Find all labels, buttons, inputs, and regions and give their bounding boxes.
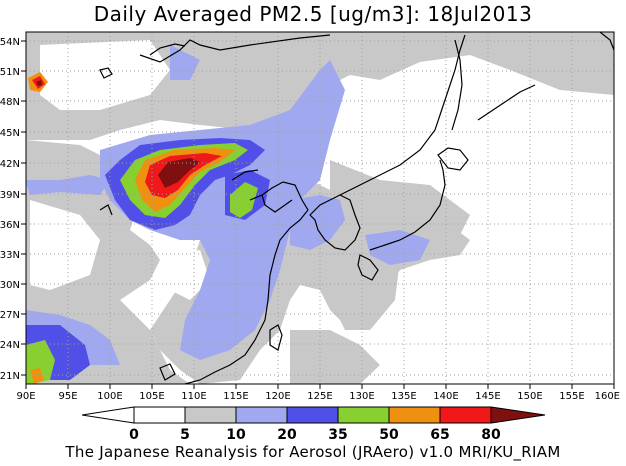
lat-label: 21N xyxy=(0,371,20,382)
colorbar-label: 65 xyxy=(430,427,449,443)
concentration-field xyxy=(26,32,614,384)
darkred-north-spot xyxy=(36,80,42,86)
lon-label: 115E xyxy=(223,391,248,402)
lon-label: 105E xyxy=(139,391,164,402)
colorbar-arrow-right xyxy=(490,406,546,424)
clear-area-sea xyxy=(400,90,614,384)
axis-ticks xyxy=(21,40,615,389)
lon-label: 100E xyxy=(97,391,122,402)
lat-label: 27N xyxy=(0,310,20,321)
coastline-china-korea xyxy=(184,181,309,384)
lat-labels: 21N 24N 27N 30N 33N 36N 39N 42N 45N 48N … xyxy=(0,37,20,382)
colorbar-labels: 0 5 10 20 35 50 65 80 xyxy=(129,427,501,443)
lat-label: 54N xyxy=(0,37,20,48)
lon-labels: 90E 95E 100E 105E 110E 115E 120E 125E 13… xyxy=(16,391,620,402)
lightblue-japan xyxy=(365,230,430,265)
coastline-hokkaido xyxy=(437,147,469,171)
coastline-kuril xyxy=(477,84,536,121)
gray-band-japan xyxy=(330,160,470,240)
lat-label: 45N xyxy=(0,128,20,139)
lat-label: 42N xyxy=(0,159,20,170)
lat-label: 24N xyxy=(0,340,20,351)
coastline-mongolia-river xyxy=(99,204,113,216)
coastline-japan-honshu xyxy=(369,159,446,251)
coastline-bohai xyxy=(261,194,293,213)
colorbar-swatch xyxy=(439,406,492,424)
coastlines xyxy=(99,32,614,384)
colorbar xyxy=(81,406,546,424)
darkred-core xyxy=(158,158,200,188)
green-east xyxy=(230,182,258,218)
colorbar-swatch xyxy=(235,406,288,424)
lon-label: 125E xyxy=(307,391,332,402)
gray-band-southeast xyxy=(290,330,380,384)
map-title: Daily Averaged PM2.5 [ug/m3]: 18Jul2013 xyxy=(93,2,533,26)
clear-area-west xyxy=(30,200,100,290)
coastline-baikal xyxy=(149,43,186,56)
colorbar-label: 80 xyxy=(481,427,501,443)
coastline-yellow-sea xyxy=(231,169,259,181)
gray-band-pacific xyxy=(330,255,400,330)
colorbar-label: 35 xyxy=(328,427,347,443)
footer-credit: The Japanese Reanalysis for Aerosol (JRA… xyxy=(65,443,561,461)
coastline-taiwan xyxy=(269,324,283,351)
lightblue-east xyxy=(290,195,345,250)
colorbar-swatch xyxy=(286,406,339,424)
orange-south-spot xyxy=(30,368,44,384)
colorbar-swatch xyxy=(133,406,186,424)
colorbar-label: 50 xyxy=(379,427,399,443)
lon-label: 135E xyxy=(391,391,416,402)
colorbar-label: 10 xyxy=(226,427,246,443)
coastline-russia-north xyxy=(139,34,331,63)
colorbar-swatch xyxy=(337,406,390,424)
coastline-hainan xyxy=(159,363,176,381)
lat-label: 39N xyxy=(0,190,20,201)
colorbar-swatch xyxy=(184,406,237,424)
coastline-sakhalin xyxy=(451,39,463,131)
colorbar-arrow-left xyxy=(81,406,135,424)
lon-label: 90E xyxy=(16,391,35,402)
lat-label: 36N xyxy=(0,220,20,231)
coastline-japan-kyushu xyxy=(357,254,379,281)
lat-label: 30N xyxy=(0,280,20,291)
colorbar-label: 20 xyxy=(277,427,297,443)
lon-label: 110E xyxy=(181,391,206,402)
colorbar-swatch xyxy=(388,406,441,424)
lon-label: 150E xyxy=(517,391,542,402)
coastline-russia-east xyxy=(339,34,466,196)
colorbar-label: 0 xyxy=(129,427,139,443)
lon-label: 120E xyxy=(265,391,290,402)
lon-label: 140E xyxy=(433,391,458,402)
clear-area-center xyxy=(160,250,210,300)
coastline-korea-peninsula xyxy=(309,194,361,251)
lightblue-north xyxy=(170,45,200,80)
lightblue-main xyxy=(100,60,345,360)
coastline-west-lake xyxy=(99,67,113,79)
lon-label: 130E xyxy=(349,391,374,402)
lon-label: 145E xyxy=(475,391,500,402)
coastline-north-corner xyxy=(599,32,614,51)
lat-label: 33N xyxy=(0,250,20,261)
lon-label: 155E xyxy=(559,391,584,402)
lon-label: 160E xyxy=(595,391,620,402)
lon-label: 95E xyxy=(58,391,77,402)
lat-label: 51N xyxy=(0,67,20,78)
lat-label: 48N xyxy=(0,97,20,108)
graticule xyxy=(26,32,614,384)
colorbar-label: 5 xyxy=(180,427,190,443)
clear-area-north xyxy=(40,40,170,110)
